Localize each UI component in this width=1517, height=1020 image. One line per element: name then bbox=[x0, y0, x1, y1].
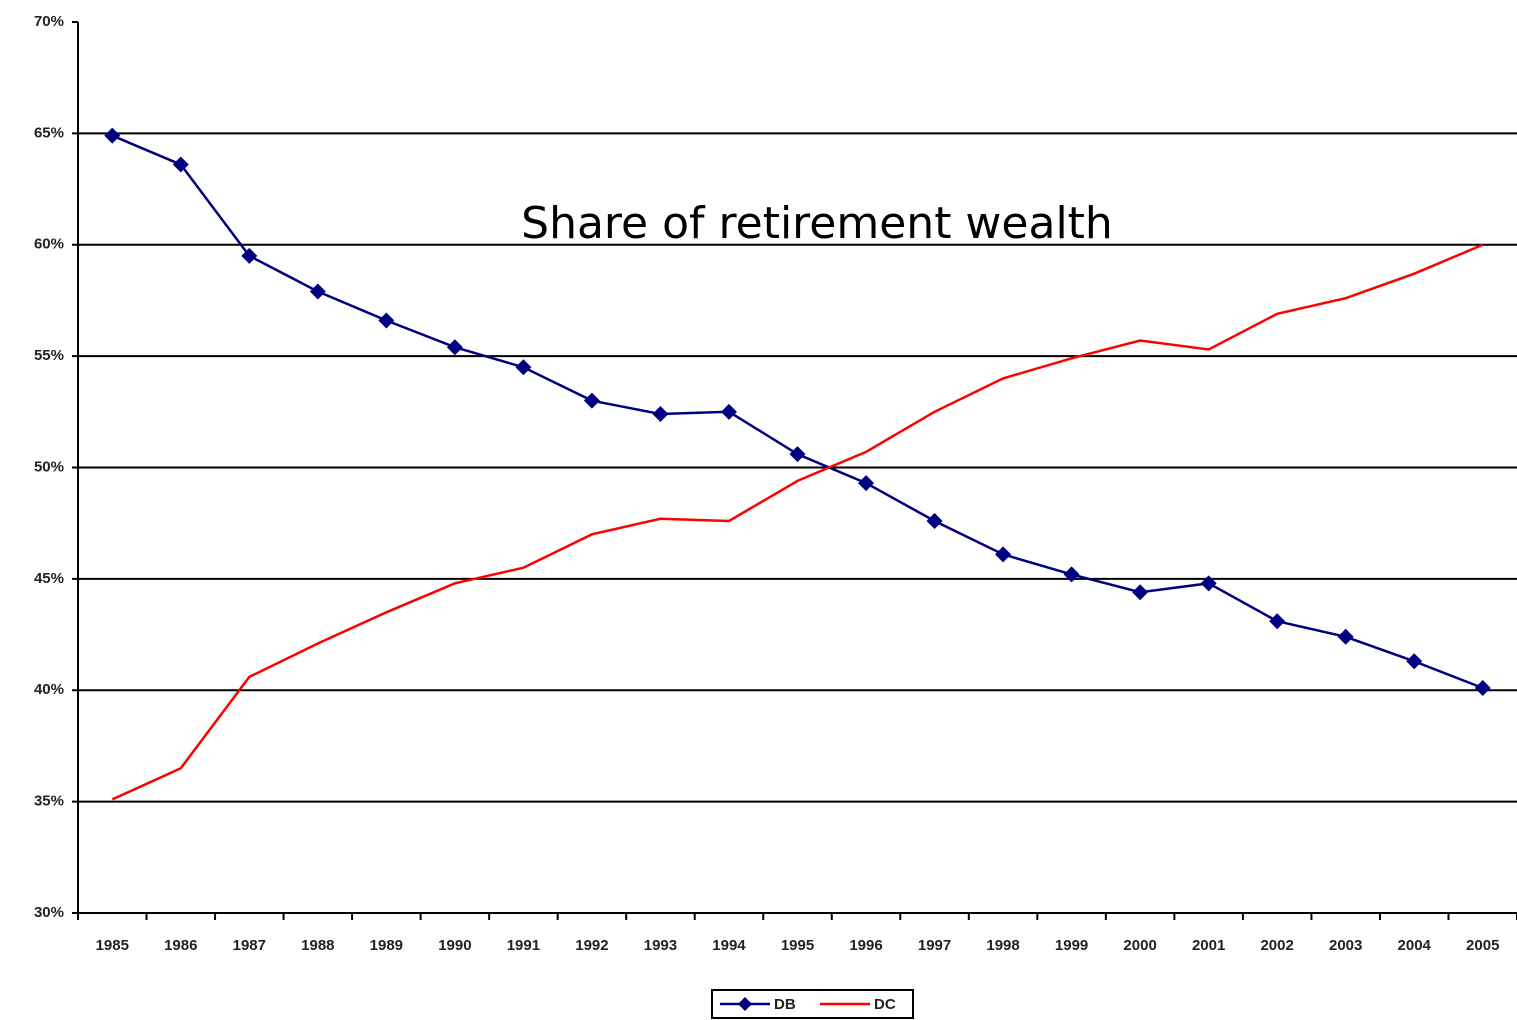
legend-label: DC bbox=[874, 996, 896, 1013]
x-tick-label: 1996 bbox=[849, 937, 882, 954]
x-tick-label: 2004 bbox=[1398, 937, 1432, 954]
x-tick-label: 1987 bbox=[233, 937, 266, 954]
x-tick-label: 1986 bbox=[164, 937, 197, 954]
data-point bbox=[789, 446, 806, 463]
x-tick-label: 1995 bbox=[781, 937, 814, 954]
y-tick-label: 35% bbox=[34, 793, 64, 810]
data-point bbox=[1269, 613, 1286, 630]
x-tick-label: 1997 bbox=[918, 937, 951, 954]
y-tick-label: 50% bbox=[34, 458, 64, 475]
data-point bbox=[104, 127, 121, 144]
data-point bbox=[583, 392, 600, 409]
x-tick-label: 1998 bbox=[986, 937, 1019, 954]
data-point bbox=[446, 339, 463, 356]
x-tick-label: 2000 bbox=[1123, 937, 1156, 954]
x-tick-label: 2001 bbox=[1192, 937, 1225, 954]
y-tick-label: 65% bbox=[34, 124, 64, 141]
data-point bbox=[720, 403, 737, 420]
x-tick-label: 2002 bbox=[1260, 937, 1293, 954]
x-tick-label: 1985 bbox=[96, 937, 129, 954]
data-point bbox=[1474, 680, 1491, 697]
data-point bbox=[1337, 628, 1354, 645]
data-point bbox=[1406, 653, 1423, 670]
y-tick-label: 30% bbox=[34, 904, 64, 921]
y-tick-label: 45% bbox=[34, 570, 64, 587]
legend-label: DB bbox=[774, 996, 796, 1013]
y-tick-label: 60% bbox=[34, 236, 64, 253]
y-tick-label: 40% bbox=[34, 681, 64, 698]
data-point bbox=[1200, 575, 1217, 592]
data-point bbox=[515, 359, 532, 376]
chart-title: Share of retirement wealth bbox=[521, 198, 1113, 249]
data-point bbox=[1063, 566, 1080, 583]
x-tick-label: 1999 bbox=[1055, 937, 1088, 954]
x-tick-label: 1990 bbox=[438, 937, 471, 954]
x-tick-label: 2003 bbox=[1329, 937, 1362, 954]
x-tick-label: 1991 bbox=[507, 937, 540, 954]
data-point bbox=[995, 546, 1012, 563]
x-tick-label: 1992 bbox=[575, 937, 608, 954]
data-point bbox=[172, 156, 189, 173]
x-tick-label: 1988 bbox=[301, 937, 334, 954]
data-point bbox=[241, 247, 258, 264]
y-tick-label: 70% bbox=[34, 13, 64, 30]
x-tick-label: 1993 bbox=[644, 937, 677, 954]
y-tick-label: 55% bbox=[34, 347, 64, 364]
x-tick-label: 1989 bbox=[370, 937, 403, 954]
x-tick-label: 1994 bbox=[712, 937, 746, 954]
data-point bbox=[652, 406, 669, 423]
legend-marker bbox=[738, 997, 752, 1011]
data-point bbox=[926, 512, 943, 529]
x-tick-label: 2005 bbox=[1466, 937, 1499, 954]
data-point bbox=[858, 475, 875, 492]
series-line bbox=[111, 243, 1484, 801]
data-point bbox=[309, 283, 326, 300]
data-point bbox=[1132, 584, 1149, 601]
data-point bbox=[378, 312, 395, 329]
